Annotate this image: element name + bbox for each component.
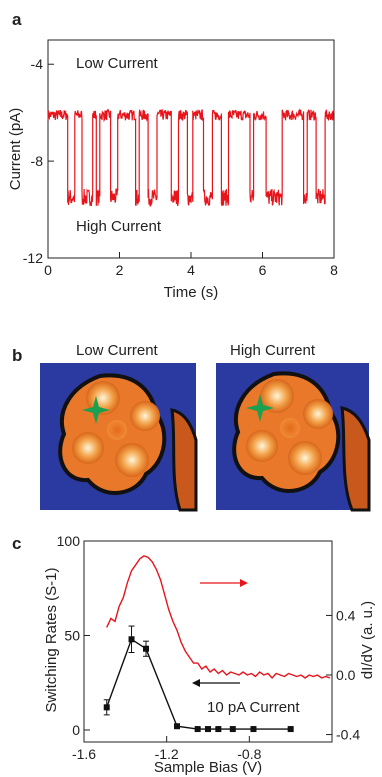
panel-a-annotation-high: High Current [76,218,162,235]
panel-b-label: b [12,346,22,365]
data-point [215,726,222,733]
y-tick-right-label: 0.4 [336,607,356,623]
y-tick-label: -8 [31,153,44,169]
x-tick-label: 0 [44,262,52,278]
panel-a-ticks: 0 2 4 6 8 -4 -8 -12 [23,56,338,278]
x-tick-label: -1.2 [155,746,179,762]
data-point [250,726,257,733]
stm-image-low-current [40,363,198,512]
y-tick-label: -4 [31,56,44,72]
x-tick-label: -1.6 [72,746,96,762]
panel-a-current-trace [47,108,335,207]
arrow-left-icon [192,679,240,687]
lobe [72,432,104,464]
panel-c-ylabel-left: Switching Rates (S-1) [43,567,60,712]
x-tick-label: 4 [187,262,195,278]
y-tick-right-label: 0.0 [336,667,356,683]
data-point [128,636,135,643]
panel-c-frame [83,540,333,743]
panel-c-xlabel: Sample Bias (V) [154,759,262,776]
data-point [143,645,149,652]
panel-a-annotation-low: Low Current [76,55,159,72]
data-point [205,726,211,733]
panel-c-ticks: -1.6 -1.2 -0.8 0 50 100 0.4 0.0 -0.4 [57,533,361,762]
data-point [194,726,201,733]
lobe [260,379,294,413]
lobe [303,399,333,429]
panel-c-switching-rate-line [106,638,291,730]
panel-b-title-low: Low Current [76,342,159,359]
y-tick-left-label: 100 [57,533,81,549]
panel-c-switching-rate-points [103,625,294,733]
data-point [103,704,110,711]
y-tick-label: -12 [23,250,43,266]
panel-a-xlabel: Time (s) [164,284,218,301]
data-point [229,726,236,733]
lobe [115,443,149,477]
panel-a-ylabel: Current (pA) [7,108,24,191]
x-tick-label: 2 [116,262,124,278]
tip-position-marker-icon [246,394,274,422]
lobe [288,441,322,475]
x-tick-label: 6 [259,262,267,278]
y-tick-right-label: -0.4 [336,727,360,743]
lobe [246,430,278,462]
tip-position-marker-icon [82,396,110,424]
panel-a-chart: 0 2 4 6 8 -4 -8 -12 Low Current High Current Ti… [7,39,338,301]
data-point [174,723,180,730]
panel-c-didv-line [106,555,331,680]
arrow-right-icon [200,579,248,587]
panel-c-annotation: 10 pA Current [207,699,300,716]
data-point [287,726,294,733]
panel-c-chart: -1.6 -1.2 -0.8 0 50 100 0.4 0.0 -0.4 10 pA Curre… [43,533,376,776]
y-tick-left-label: 50 [64,628,80,644]
y-tick-left-label: 0 [72,722,80,738]
stm-image-high-current [216,363,371,512]
panel-c-label: c [12,534,21,553]
panel-c-ylabel-right: dI/dV (a. u.) [359,601,376,679]
x-tick-label: 8 [330,262,338,278]
x-tick-label: -0.8 [237,746,261,762]
panel-b-title-high: High Current [230,342,316,359]
lobe [130,401,160,431]
panel-a-label: a [12,10,22,29]
